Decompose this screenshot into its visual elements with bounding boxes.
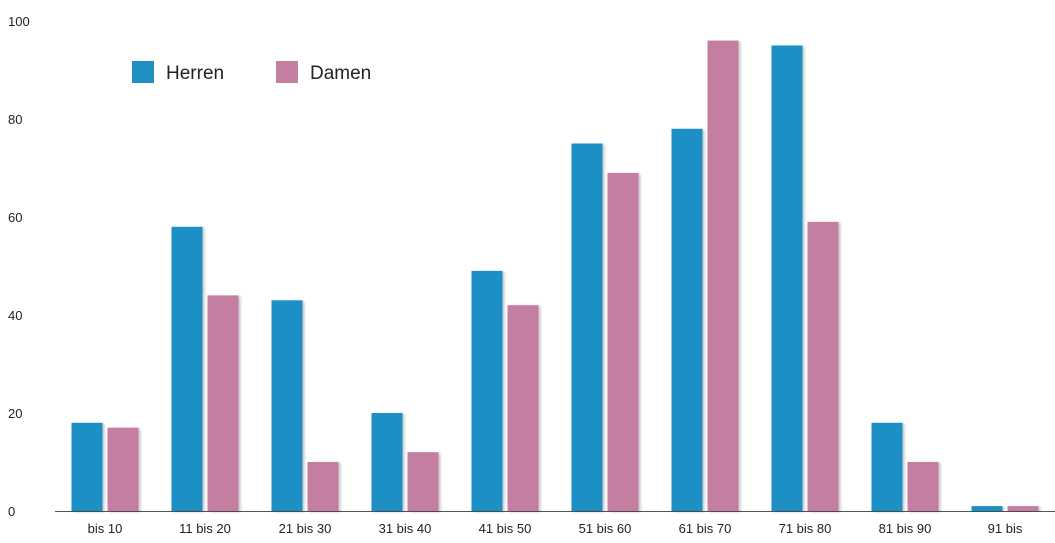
legend-label-herren: Herren bbox=[166, 63, 224, 84]
y-tick-label: 100 bbox=[8, 14, 30, 29]
x-tick-label: 31 bis 40 bbox=[379, 521, 432, 536]
bar-damen-2 bbox=[207, 295, 239, 511]
x-tick-label: bis 10 bbox=[88, 521, 123, 536]
bar-herren-9 bbox=[871, 422, 903, 511]
y-tick-label: 20 bbox=[8, 406, 22, 421]
bar-herren-4 bbox=[371, 413, 403, 511]
legend: Herren Damen bbox=[132, 61, 371, 84]
bar-damen-4 bbox=[407, 452, 439, 511]
bar-herren-10 bbox=[971, 506, 1003, 511]
x-tick-label: 41 bis 50 bbox=[479, 521, 532, 536]
bar-herren-5 bbox=[471, 270, 503, 511]
x-tick-label: 61 bis 70 bbox=[679, 521, 732, 536]
bar-damen-5 bbox=[507, 305, 539, 511]
bar-damen-9 bbox=[907, 462, 939, 511]
legend-swatch-herren bbox=[132, 61, 154, 83]
bar-damen-10 bbox=[1007, 506, 1039, 511]
bar-herren-1 bbox=[71, 422, 103, 511]
bar-damen-7 bbox=[707, 40, 739, 511]
x-axis-labels: bis 10 11 bis 20 21 bis 30 31 bis 40 41 bis … bbox=[88, 521, 1023, 536]
x-tick-label: 81 bis 90 bbox=[879, 521, 932, 536]
legend-swatch-damen bbox=[276, 61, 298, 83]
bars bbox=[71, 40, 1039, 512]
bar-damen-6 bbox=[607, 172, 639, 511]
bar-herren-7 bbox=[671, 128, 703, 512]
bar-damen-3 bbox=[307, 462, 339, 511]
y-tick-label: 60 bbox=[8, 210, 22, 225]
x-tick-label: 91 bis bbox=[988, 521, 1023, 536]
bar-damen-8 bbox=[807, 221, 839, 511]
bar-damen-1 bbox=[107, 427, 139, 511]
x-tick-label: 11 bis 20 bbox=[179, 521, 231, 536]
x-tick-label: 51 bis 60 bbox=[579, 521, 632, 536]
bar-herren-6 bbox=[571, 143, 603, 511]
bar-herren-3 bbox=[271, 300, 303, 511]
y-tick-label: 80 bbox=[8, 112, 22, 127]
legend-label-damen: Damen bbox=[310, 63, 371, 84]
y-tick-label: 0 bbox=[8, 504, 15, 519]
bar-herren-2 bbox=[171, 226, 203, 512]
bar-herren-8 bbox=[771, 45, 803, 511]
x-tick-label: 71 bis 80 bbox=[779, 521, 832, 536]
x-tick-label: 21 bis 30 bbox=[279, 521, 332, 536]
y-tick-label: 40 bbox=[8, 308, 22, 323]
y-axis-labels: 0 20 40 60 80 100 bbox=[8, 14, 30, 519]
